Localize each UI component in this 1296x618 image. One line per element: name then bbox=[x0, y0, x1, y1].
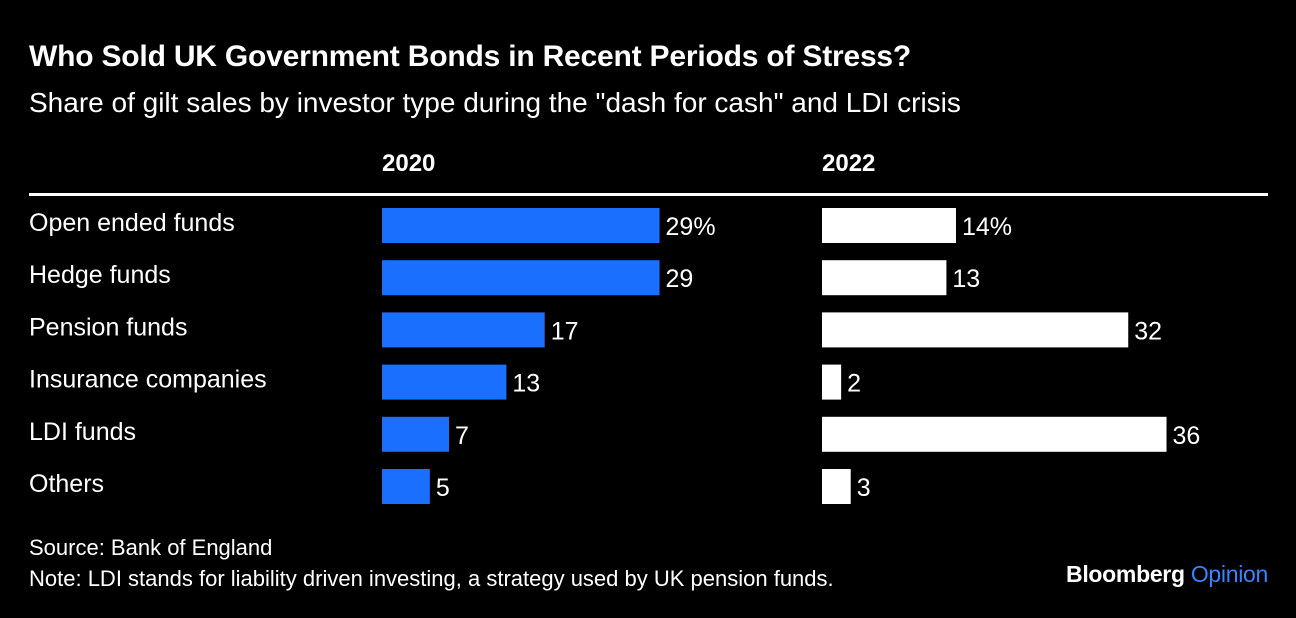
bar-2022 bbox=[822, 312, 1129, 348]
bar-2020 bbox=[382, 364, 507, 400]
bar-2020 bbox=[382, 416, 449, 452]
footnote: Note: LDI stands for liability driven in… bbox=[29, 566, 834, 591]
category-label: Others bbox=[29, 470, 104, 498]
bar-2022 bbox=[822, 469, 851, 504]
series-header-2020: 2020 bbox=[382, 150, 436, 177]
header-divider bbox=[29, 193, 1268, 196]
category-label: Pension funds bbox=[29, 313, 187, 341]
bar-2022 bbox=[822, 260, 947, 296]
data-label-2022: 14% bbox=[962, 213, 1012, 241]
bar-2022 bbox=[822, 364, 842, 400]
brand-accent: Opinion bbox=[1190, 561, 1268, 587]
data-label-2020: 29% bbox=[666, 213, 716, 241]
data-label-2022: 36 bbox=[1173, 422, 1201, 450]
category-label: Hedge funds bbox=[29, 261, 171, 289]
bar-2020 bbox=[382, 260, 660, 296]
bar-2020 bbox=[382, 312, 545, 348]
bar-2022 bbox=[822, 416, 1167, 452]
category-label: Open ended funds bbox=[29, 209, 235, 237]
data-label-2022: 32 bbox=[1134, 317, 1162, 345]
bar-2020 bbox=[382, 208, 660, 243]
category-label: Insurance companies bbox=[29, 366, 267, 394]
bar-2020 bbox=[382, 469, 430, 504]
data-label-2020: 29 bbox=[666, 265, 694, 293]
data-label-2020: 7 bbox=[455, 422, 469, 450]
source-note: Source: Bank of England bbox=[29, 535, 273, 560]
series-header-2022: 2022 bbox=[822, 150, 876, 177]
data-label-2022: 13 bbox=[952, 265, 980, 293]
chart-title: Who Sold UK Government Bonds in Recent P… bbox=[29, 40, 912, 73]
data-label-2020: 5 bbox=[436, 474, 450, 502]
data-label-2020: 17 bbox=[551, 317, 579, 345]
data-label-2022: 2 bbox=[847, 370, 861, 398]
brand-logo: Bloomberg Opinion bbox=[1066, 561, 1268, 588]
brand-name: Bloomberg bbox=[1066, 561, 1185, 587]
chart-subtitle: Share of gilt sales by investor type dur… bbox=[29, 87, 961, 118]
category-label: LDI funds bbox=[29, 418, 136, 446]
bar-2022 bbox=[822, 208, 956, 243]
data-label-2020: 13 bbox=[512, 370, 540, 398]
data-label-2022: 3 bbox=[857, 474, 871, 502]
